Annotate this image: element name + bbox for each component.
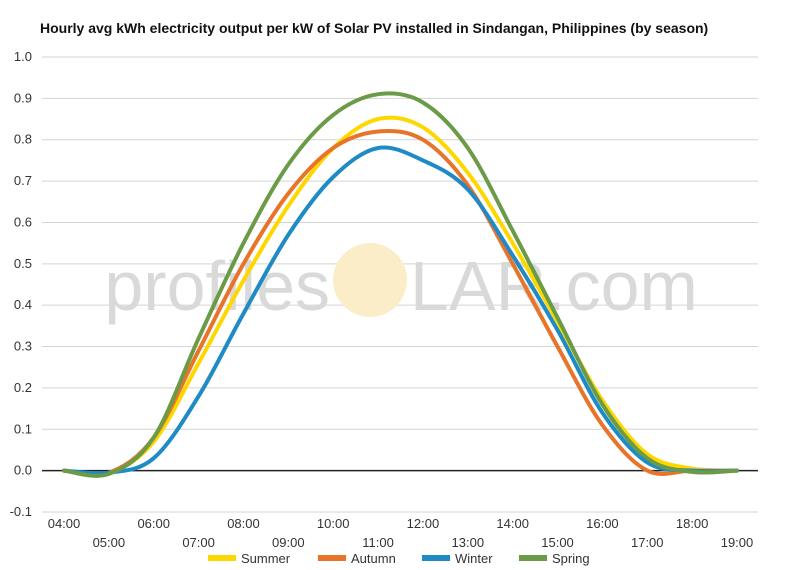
x-tick-label: 09:00 <box>272 535 305 550</box>
series-line-autumn <box>62 128 739 477</box>
x-tick-label: 07:00 <box>182 535 215 550</box>
legend-swatch <box>208 555 236 561</box>
x-tick-label: 12:00 <box>407 516 440 531</box>
x-tick-label: 11:00 <box>362 535 394 550</box>
x-tick-label: 05:00 <box>93 535 126 550</box>
y-tick-label: 0.5 <box>14 256 32 271</box>
legend-swatch <box>519 555 547 561</box>
y-tick-label: 0.6 <box>14 214 32 229</box>
y-tick-label: 0.1 <box>14 421 32 436</box>
x-axis-ticks: 04:00 05:00 06:00 07:00 08:00 09:00 10:00 11:00… <box>48 516 754 550</box>
series-line-summer <box>62 115 739 477</box>
y-axis-ticks: 1.0 0.9 0.8 0.7 0.6 0.5 0.4 0.3 0.2 0.1 0.0 -0.1 <box>10 49 32 519</box>
legend-swatch <box>422 555 450 561</box>
watermark-sun-icon <box>333 243 407 317</box>
series-line-winter <box>62 145 739 476</box>
x-tick-label: 14:00 <box>496 516 529 531</box>
y-tick-label: 0.9 <box>14 90 32 105</box>
legend-label: Autumn <box>351 551 396 566</box>
x-tick-label: 18:00 <box>676 516 709 531</box>
x-tick-label: 15:00 <box>541 535 574 550</box>
x-tick-label: 10:00 <box>317 516 350 531</box>
legend-swatch <box>318 555 346 561</box>
y-tick-label: -0.1 <box>10 504 32 519</box>
y-tick-label: 0.4 <box>14 297 32 312</box>
series-line-spring <box>62 91 739 478</box>
y-tick-label: 0.2 <box>14 380 32 395</box>
chart-title: Hourly avg kWh electricity output per kW… <box>40 20 708 36</box>
y-tick-label: 1.0 <box>14 49 32 64</box>
legend-label: Spring <box>552 551 590 566</box>
y-tick-label: 0.7 <box>14 173 32 188</box>
watermark: profiles LAR.com <box>104 243 698 325</box>
y-tick-label: 0.8 <box>14 132 32 147</box>
x-tick-label: 16:00 <box>586 516 619 531</box>
x-tick-label: 13:00 <box>452 535 485 550</box>
legend-label: Winter <box>455 551 493 566</box>
y-tick-label: 0.3 <box>14 339 32 354</box>
legend-label: Summer <box>241 551 291 566</box>
x-tick-label: 06:00 <box>137 516 170 531</box>
x-tick-label: 08:00 <box>227 516 260 531</box>
series-layer <box>62 91 739 478</box>
y-tick-label: 0.0 <box>14 463 32 478</box>
x-tick-label: 19:00 <box>721 535 754 550</box>
x-tick-label: 04:00 <box>48 516 81 531</box>
legend: Summer Autumn Winter Spring <box>208 551 590 566</box>
x-tick-label: 17:00 <box>631 535 664 550</box>
